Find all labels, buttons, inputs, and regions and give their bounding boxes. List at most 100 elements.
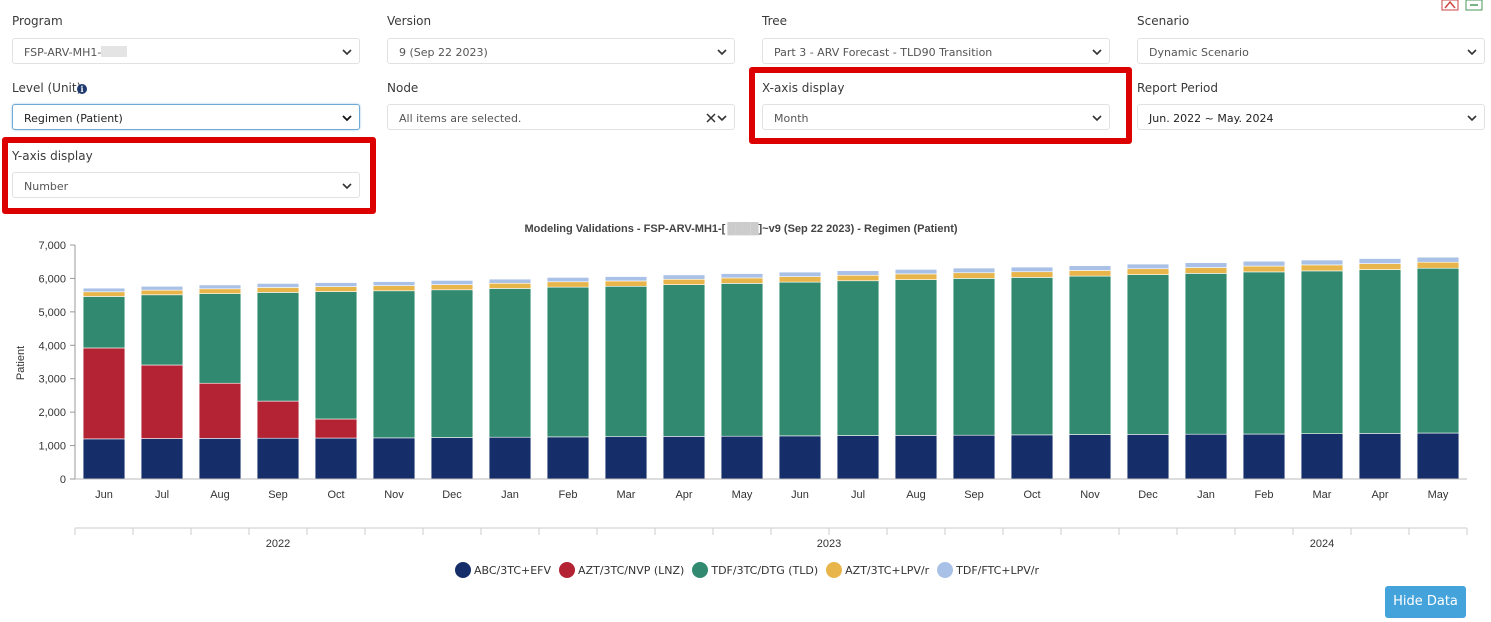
bar-segment[interactable] <box>1068 265 1112 271</box>
bar-segment[interactable] <box>314 291 358 420</box>
bar-segment[interactable] <box>488 282 532 289</box>
bar-segment[interactable] <box>372 281 416 286</box>
report-period-select[interactable]: Jun. 2022 ~ May. 2024 <box>1137 104 1485 130</box>
legend-item[interactable]: TDF/3TC/DTG (TLD) <box>692 562 818 578</box>
bar-segment[interactable] <box>82 291 126 297</box>
export-icons[interactable] <box>1440 0 1490 12</box>
bar-segment[interactable] <box>1416 432 1460 480</box>
tree-select[interactable]: Part 3 - ARV Forecast - TLD90 Transition <box>762 38 1110 64</box>
bar-segment[interactable] <box>720 283 764 437</box>
bar-segment[interactable] <box>430 284 474 291</box>
bar-segment[interactable] <box>82 287 126 293</box>
bar-segment[interactable] <box>1126 274 1170 435</box>
bar-segment[interactable] <box>372 285 416 292</box>
legend-item[interactable]: AZT/3TC+LPV/r <box>826 562 929 578</box>
bar-segment[interactable] <box>952 267 996 274</box>
bar-segment[interactable] <box>894 269 938 275</box>
bar-segment[interactable] <box>662 436 706 480</box>
bar-segment[interactable] <box>720 273 764 279</box>
x-axis-select[interactable]: Month <box>762 104 1110 130</box>
bar-segment[interactable] <box>82 296 126 349</box>
bar-segment[interactable] <box>1068 275 1112 435</box>
bar-segment[interactable] <box>1242 260 1286 267</box>
bar-segment[interactable] <box>140 364 184 439</box>
bar-segment[interactable] <box>1010 434 1054 480</box>
bar-segment[interactable] <box>256 437 300 480</box>
info-icon[interactable]: i <box>77 84 87 94</box>
bar-segment[interactable] <box>662 278 706 285</box>
bar-segment[interactable] <box>372 437 416 480</box>
bar-segment[interactable] <box>198 382 242 439</box>
bar-segment[interactable] <box>1416 261 1460 269</box>
bar-segment[interactable] <box>894 273 938 280</box>
bar-segment[interactable] <box>256 292 300 402</box>
bar-segment[interactable] <box>604 276 648 282</box>
bar-segment[interactable] <box>1242 265 1286 273</box>
clear-icon[interactable] <box>706 113 716 123</box>
hide-data-button[interactable]: Hide Data <box>1385 586 1466 618</box>
bar-segment[interactable] <box>778 281 822 437</box>
bar-segment[interactable] <box>952 278 996 436</box>
bar-segment[interactable] <box>1242 433 1286 480</box>
bar-segment[interactable] <box>140 285 184 291</box>
bar-segment[interactable] <box>488 288 532 438</box>
bar-segment[interactable] <box>198 438 242 480</box>
bar-segment[interactable] <box>720 435 764 480</box>
y-axis-select[interactable]: Number <box>12 172 360 198</box>
bar-segment[interactable] <box>430 280 474 285</box>
bar-segment[interactable] <box>430 289 474 438</box>
bar-segment[interactable] <box>1184 262 1228 268</box>
bar-segment[interactable] <box>1358 263 1402 270</box>
bar-segment[interactable] <box>1010 271 1054 278</box>
bar-segment[interactable] <box>256 400 300 439</box>
bar-segment[interactable] <box>604 280 648 287</box>
bar-segment[interactable] <box>546 277 590 283</box>
bar-segment[interactable] <box>952 434 996 480</box>
bar-segment[interactable] <box>314 282 358 287</box>
bar-segment[interactable] <box>1126 434 1170 480</box>
bar-segment[interactable] <box>198 284 242 290</box>
bar-segment[interactable] <box>372 290 416 439</box>
bar-segment[interactable] <box>778 271 822 277</box>
bar-segment[interactable] <box>894 435 938 480</box>
bar-segment[interactable] <box>1068 434 1112 480</box>
bar-segment[interactable] <box>836 435 880 480</box>
bar-segment[interactable] <box>430 437 474 480</box>
legend-item[interactable]: ABC/3TC+EFV <box>455 562 551 578</box>
legend-item[interactable]: TDF/FTC+LPV/r <box>937 562 1039 578</box>
bar-segment[interactable] <box>82 347 126 440</box>
bar-segment[interactable] <box>952 272 996 279</box>
legend-item[interactable]: AZT/3TC/NVP (LNZ) <box>559 562 684 578</box>
bar-segment[interactable] <box>1358 258 1402 264</box>
bar-segment[interactable] <box>1242 271 1286 435</box>
bar-segment[interactable] <box>546 281 590 288</box>
node-select[interactable]: All items are selected. <box>387 104 735 130</box>
bar-segment[interactable] <box>778 435 822 480</box>
bar-segment[interactable] <box>1416 256 1460 263</box>
bar-segment[interactable] <box>1416 267 1460 434</box>
bar-segment[interactable] <box>140 294 184 366</box>
bar-segment[interactable] <box>546 286 590 438</box>
scenario-select[interactable]: Dynamic Scenario <box>1137 38 1485 64</box>
bar-segment[interactable] <box>836 274 880 282</box>
bar-segment[interactable] <box>314 418 358 439</box>
bar-segment[interactable] <box>256 283 300 288</box>
bar-segment[interactable] <box>1126 263 1170 270</box>
bar-segment[interactable] <box>140 289 184 296</box>
bar-segment[interactable] <box>1358 269 1402 434</box>
bar-segment[interactable] <box>1010 266 1054 273</box>
bar-segment[interactable] <box>894 279 938 436</box>
bar-segment[interactable] <box>836 280 880 436</box>
bar-segment[interactable] <box>198 293 242 384</box>
bar-segment[interactable] <box>720 277 764 284</box>
bar-segment[interactable] <box>604 436 648 480</box>
bar-segment[interactable] <box>1358 433 1402 480</box>
bar-segment[interactable] <box>778 276 822 283</box>
bar-segment[interactable] <box>604 285 648 438</box>
level-select[interactable]: Regimen (Patient) <box>12 104 360 130</box>
bar-segment[interactable] <box>256 287 300 293</box>
bar-segment[interactable] <box>140 438 184 480</box>
bar-segment[interactable] <box>1126 268 1170 275</box>
bar-segment[interactable] <box>662 274 706 280</box>
bar-segment[interactable] <box>836 270 880 276</box>
